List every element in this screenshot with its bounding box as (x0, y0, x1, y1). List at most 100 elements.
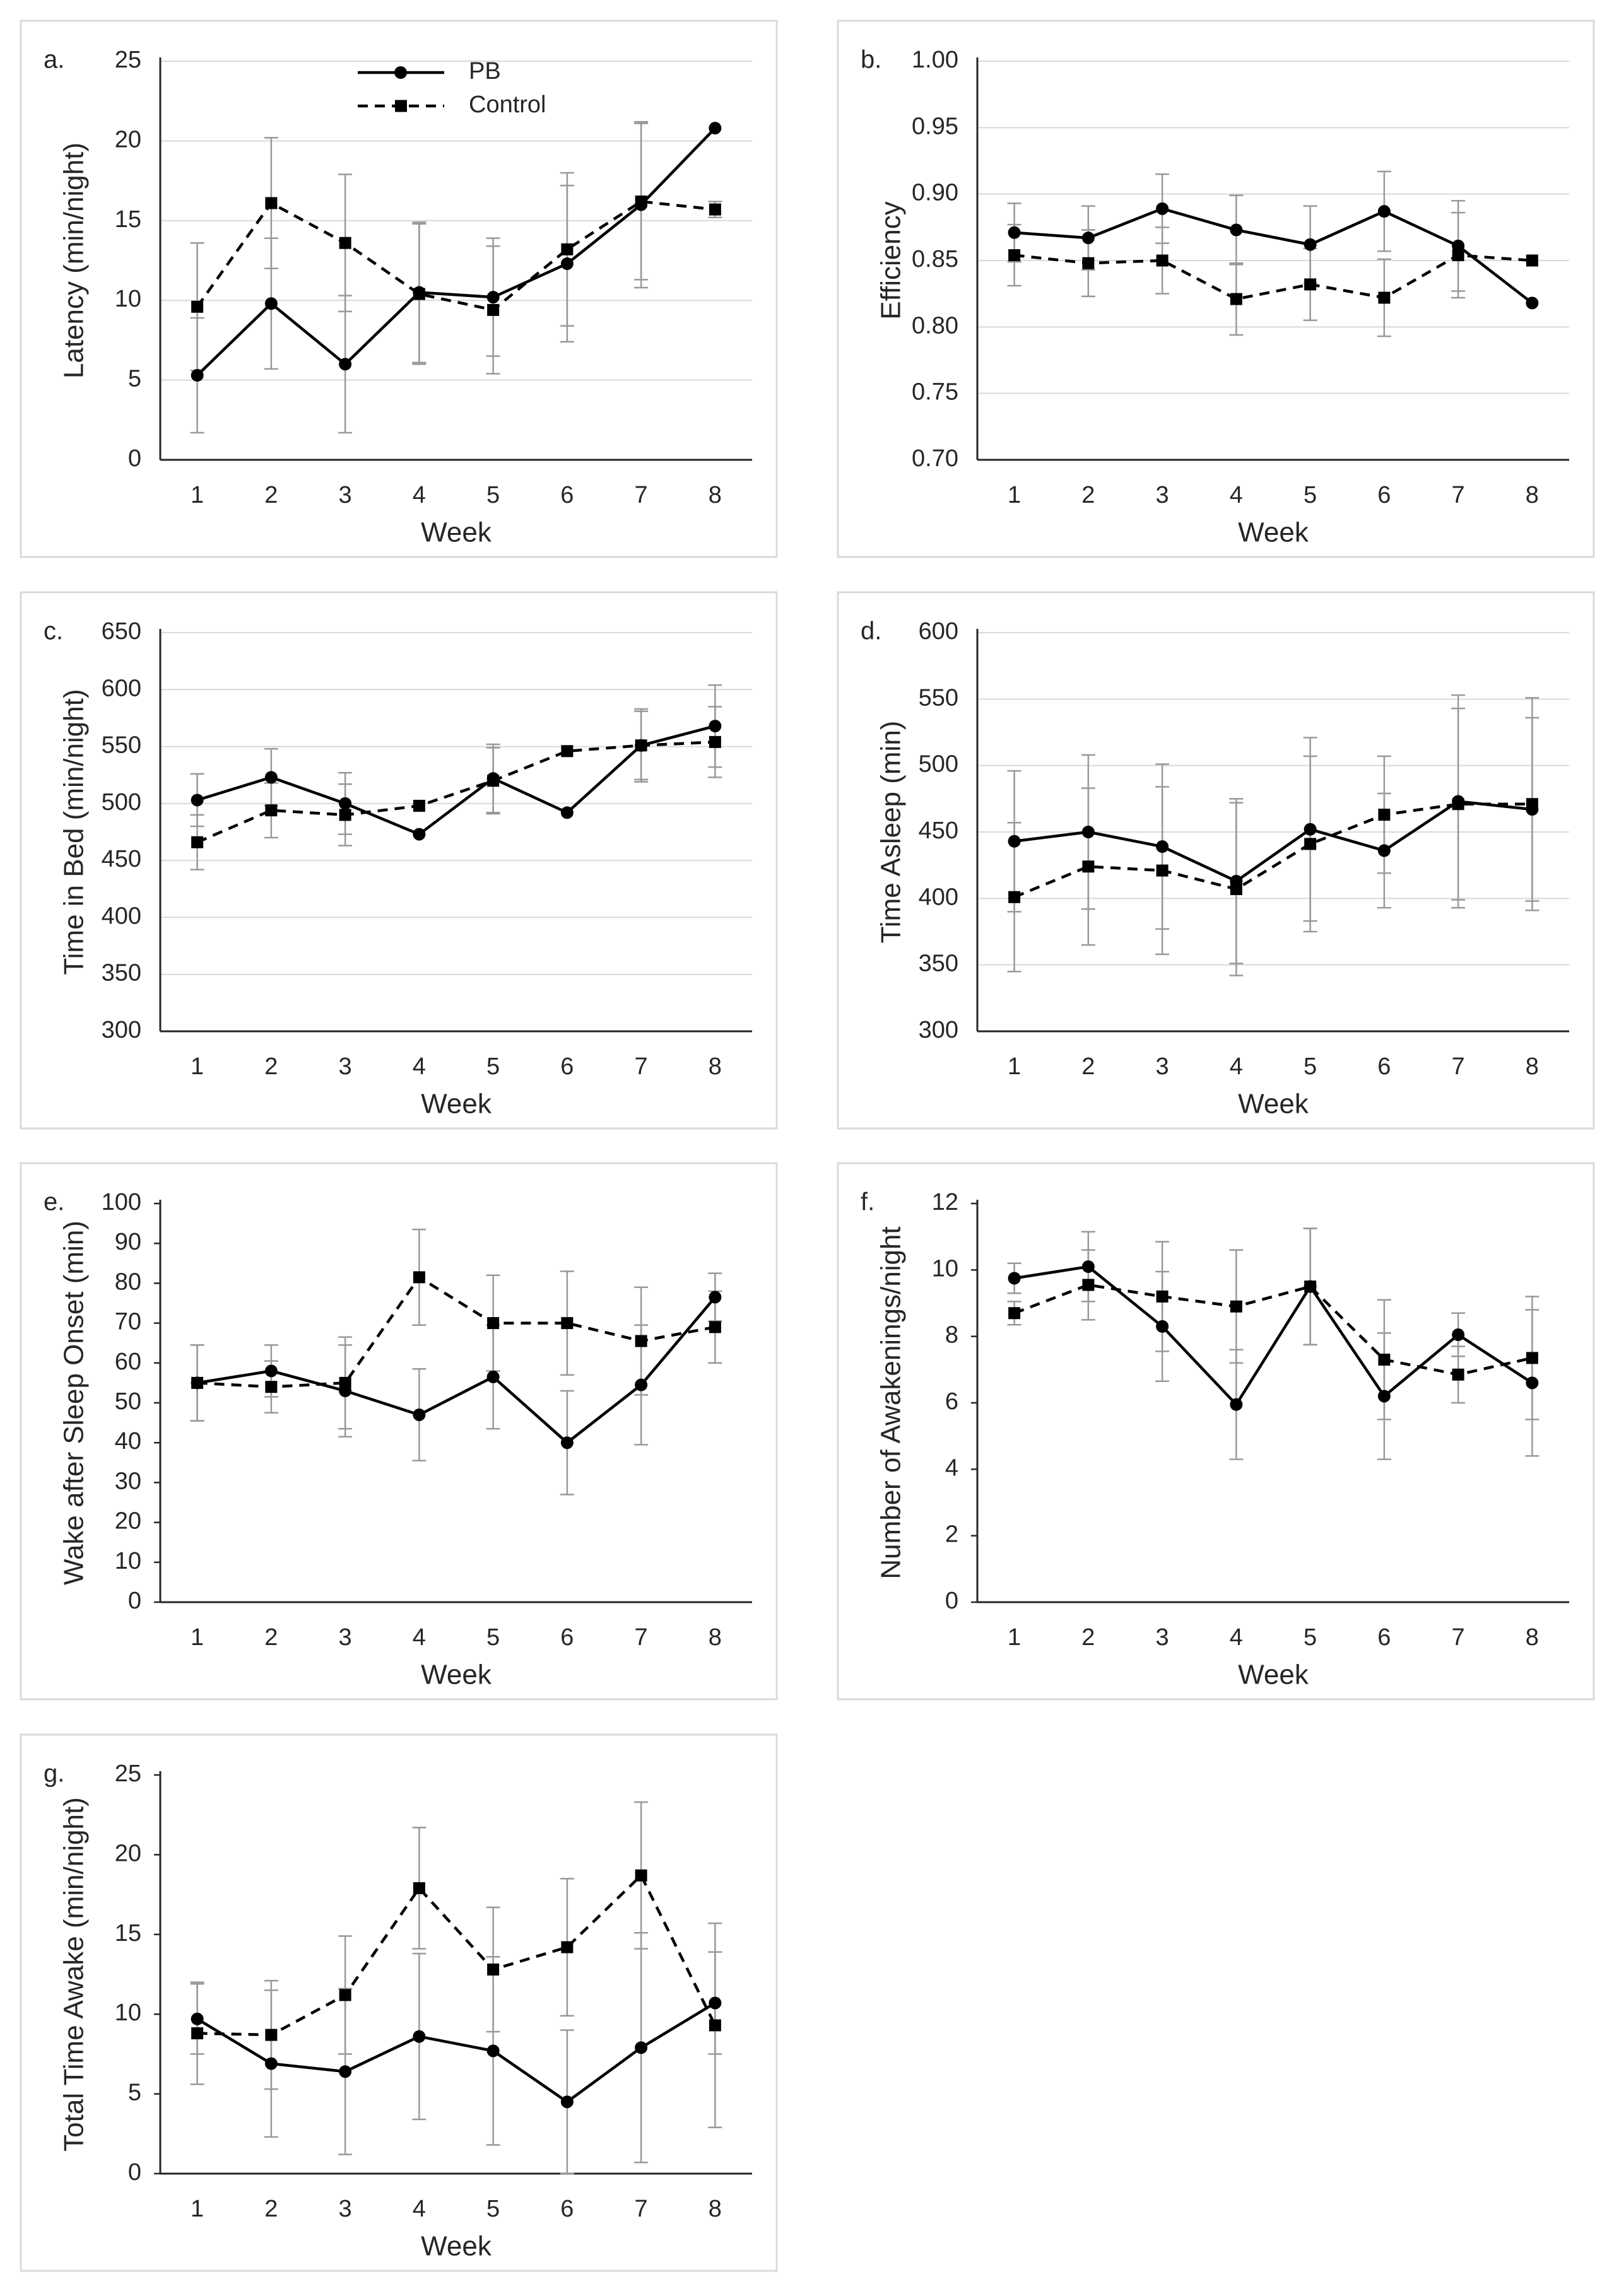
y-tick-label: 50 (115, 1388, 141, 1415)
marker (560, 2095, 574, 2109)
panel: 300 350 400 450 500 550 600 650 c. Time in Bed (m… (20, 591, 778, 1130)
marker (191, 2027, 204, 2040)
marker (635, 1335, 647, 1347)
x-tick-label: 2 (1081, 482, 1095, 508)
panel-label: c. (44, 618, 63, 645)
y-tick-label: 10 (115, 2000, 141, 2026)
panel: 0 10 20 30 40 50 60 70 80 90 100 e. Wake after Sleep… (20, 1162, 778, 1701)
x-axis-title: Week (421, 2231, 492, 2262)
marker (709, 735, 721, 748)
x-tick-label: 7 (635, 482, 648, 508)
x-tick-label: 3 (339, 1053, 352, 1080)
panel-border (837, 1162, 1595, 1701)
series-line (1014, 254, 1533, 301)
marker (635, 195, 647, 208)
marker (413, 1882, 425, 1894)
marker (264, 771, 278, 784)
x-tick-label: 8 (709, 1053, 722, 1080)
y-tick-label: 500 (919, 751, 958, 778)
marker (1452, 239, 1465, 252)
y-tick-label: 5 (128, 2080, 141, 2106)
x-tick-label: 7 (635, 1624, 648, 1651)
marker (1304, 838, 1317, 850)
y-tick-label: 0 (945, 1588, 958, 1614)
y-tick-label: 300 (102, 1017, 141, 1043)
marker (1008, 1272, 1021, 1285)
y-tick-label: 450 (102, 846, 141, 872)
marker (413, 2030, 426, 2043)
marker (191, 794, 204, 807)
x-tick-label: 3 (339, 2196, 352, 2222)
x-tick-label: 5 (1304, 482, 1317, 508)
marker (339, 1376, 351, 1389)
marker (561, 745, 574, 758)
y-tick-label: 30 (115, 1468, 141, 1494)
y-tick-label: 5 (128, 366, 141, 392)
panel-label: d. (861, 618, 881, 645)
marker (1156, 1320, 1169, 1333)
series-line (196, 2001, 716, 2104)
marker (1008, 226, 1021, 239)
series-line (1014, 1265, 1533, 1407)
legend-label: PB (469, 58, 501, 85)
x-tick-label: 1 (191, 482, 204, 508)
y-axis-title: Total Time Awake (min/night) (59, 1797, 90, 2152)
marker (1230, 883, 1242, 896)
marker (486, 1370, 500, 1383)
panel-border (837, 591, 1595, 1130)
y-tick-label: 400 (919, 884, 958, 910)
marker (709, 2019, 721, 2032)
marker (191, 1376, 204, 1389)
y-tick-label: 0 (128, 445, 141, 472)
marker (1526, 1376, 1539, 1390)
x-axis-title: Week (1238, 1089, 1309, 1120)
series-line (1014, 207, 1533, 305)
y-tick-label: 10 (115, 286, 141, 312)
panel: 0.70 0.75 0.80 0.85 0.90 0.95 1.00 b. Efficiency… (837, 20, 1595, 558)
x-axis-title: Week (1238, 1660, 1309, 1690)
panel-label: f. (861, 1188, 874, 1216)
y-tick-label: 25 (115, 1760, 141, 1787)
marker (1082, 1279, 1095, 1291)
y-tick-label: 0.70 (912, 445, 958, 472)
marker (1081, 231, 1095, 245)
marker (1304, 238, 1317, 251)
marker (1230, 293, 1242, 305)
marker (635, 2041, 648, 2054)
y-axis-title: Efficiency (876, 201, 907, 320)
x-tick-label: 7 (635, 1053, 648, 1080)
marker (486, 2044, 500, 2058)
panel-border (20, 1162, 778, 1701)
marker (265, 197, 278, 209)
y-tick-label: 600 (102, 675, 141, 701)
x-tick-label: 4 (413, 1053, 426, 1080)
marker (1156, 840, 1169, 853)
marker (413, 288, 425, 300)
x-tick-label: 5 (486, 2196, 500, 2222)
panel-border (20, 1733, 778, 2272)
marker (1008, 835, 1021, 848)
panel-label: a. (44, 46, 64, 74)
marker (709, 720, 722, 733)
y-tick-label: 40 (115, 1428, 141, 1455)
marker (1377, 844, 1391, 857)
marker (339, 1989, 351, 2001)
marker (561, 1941, 574, 1953)
y-tick-label: 80 (115, 1268, 141, 1295)
y-tick-label: 60 (115, 1349, 141, 1375)
marker (413, 799, 425, 812)
marker (413, 1271, 425, 1284)
y-tick-label: 10 (932, 1255, 958, 1282)
y-tick-label: 15 (115, 1920, 141, 1947)
x-tick-label: 5 (486, 1053, 500, 1080)
y-tick-label: 20 (115, 1508, 141, 1535)
marker (339, 797, 352, 810)
marker (635, 1869, 647, 1882)
x-tick-label: 5 (1304, 1624, 1317, 1651)
marker (1230, 1398, 1243, 1411)
y-tick-label: 350 (919, 951, 958, 977)
marker (1452, 798, 1464, 811)
y-tick-label: 25 (115, 47, 141, 73)
